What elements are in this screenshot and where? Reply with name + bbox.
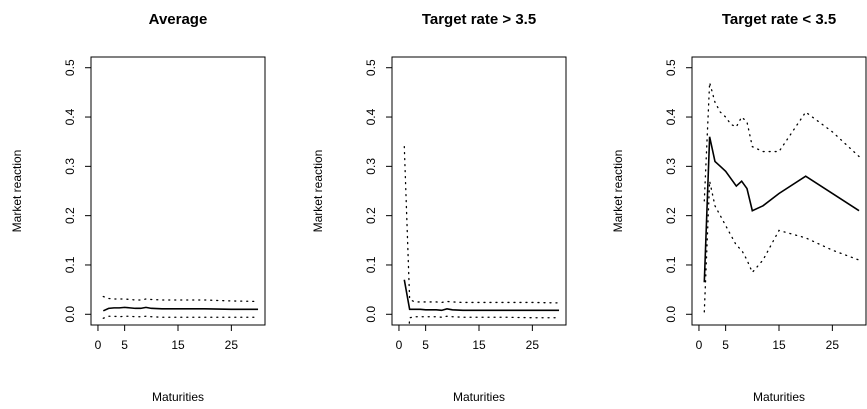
- x-tick-label: 0: [95, 338, 102, 352]
- x-tick-label: 5: [121, 338, 128, 352]
- x-tick-label: 0: [396, 338, 403, 352]
- plot-frame: [90, 56, 266, 326]
- x-tick-label: 25: [526, 338, 540, 352]
- series-line-upper-band: [403, 145, 560, 304]
- x-tick-label: 15: [772, 338, 786, 352]
- y-axis-label: Market reaction: [10, 150, 24, 233]
- chart-title: Target rate < 3.5: [722, 11, 836, 28]
- chart-panel-1: Average 0.0 0.1 0.2 0.3 0.4 0.5 0 5 15 25 Maturitie…: [10, 11, 266, 404]
- x-axis-label: Maturities: [453, 390, 505, 404]
- y-tick-label: 0.3: [664, 158, 678, 175]
- y-tick-label: 0.2: [364, 207, 378, 224]
- series-line-estimate: [102, 306, 259, 312]
- x-tick-label: 15: [171, 338, 185, 352]
- x-tick-label: 25: [826, 338, 840, 352]
- x-tick-label: 15: [472, 338, 486, 352]
- plot-frame: [391, 56, 567, 326]
- y-tick-label: 0.2: [63, 207, 77, 224]
- x-axis-label: Maturities: [753, 390, 805, 404]
- x-tick-label: 5: [722, 338, 729, 352]
- y-axis-label: Market reaction: [611, 150, 625, 233]
- plot-frame: [691, 56, 867, 326]
- y-tick-label: 0.4: [63, 108, 77, 125]
- y-tick-label: 0.1: [63, 256, 77, 273]
- series-line-estimate: [403, 279, 560, 312]
- x-tick-label: 25: [225, 338, 239, 352]
- y-tick-label: 0.5: [364, 59, 378, 76]
- chart-panel-3: Target rate < 3.5 0.0 0.1 0.2 0.3 0.4 0.5 0 5 15 2…: [611, 11, 867, 404]
- series-line-upper-band: [102, 295, 259, 303]
- y-tick-label: 0.1: [664, 256, 678, 273]
- x-axis-label: Maturities: [152, 390, 204, 404]
- series-line-estimate: [703, 136, 860, 283]
- y-tick-label: 0.4: [664, 108, 678, 125]
- y-axis-label: Market reaction: [311, 150, 325, 233]
- chart-title: Average: [149, 11, 208, 28]
- chart-title: Target rate > 3.5: [422, 11, 536, 28]
- series-line-upper-band: [703, 82, 860, 202]
- y-tick-label: 0.4: [364, 108, 378, 125]
- y-tick-label: 0.0: [364, 306, 378, 323]
- y-tick-label: 0.0: [63, 306, 77, 323]
- y-tick-label: 0.0: [664, 306, 678, 323]
- y-tick-label: 0.5: [664, 59, 678, 76]
- series-line-lower-band: [408, 315, 560, 325]
- y-tick-label: 0.2: [664, 207, 678, 224]
- y-tick-label: 0.1: [364, 256, 378, 273]
- chart-panel-2: Target rate > 3.5 0.0 0.1 0.2 0.3 0.4 0.5 0 5 15 2…: [311, 11, 567, 404]
- x-tick-label: 0: [696, 338, 703, 352]
- y-tick-label: 0.3: [63, 158, 77, 175]
- series-line-lower-band: [703, 181, 860, 313]
- y-tick-label: 0.5: [63, 59, 77, 76]
- series-line-lower-band: [102, 315, 259, 319]
- y-tick-label: 0.3: [364, 158, 378, 175]
- x-tick-label: 5: [422, 338, 429, 352]
